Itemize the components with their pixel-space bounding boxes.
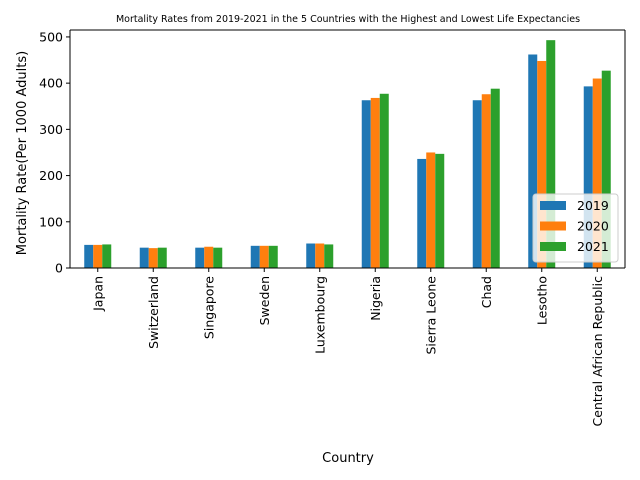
bar-2021-sierra-leone (435, 153, 445, 268)
x-tick-label: Sierra Leone (423, 276, 438, 355)
bar-2019-switzerland (139, 247, 149, 268)
x-tick-label: Sweden (257, 276, 272, 325)
legend-label-2020: 2020 (577, 219, 609, 234)
y-tick-label: 300 (39, 122, 63, 137)
bar-2020-central-african-republic (592, 78, 602, 269)
bar-2021-central-african-republic (601, 70, 611, 268)
y-tick-label: 100 (39, 214, 63, 229)
bar-2019-lesotho (528, 54, 538, 269)
x-tick-label: Switzerland (146, 276, 161, 349)
legend-swatch-2019 (540, 201, 566, 210)
bar-2021-nigeria (379, 93, 389, 269)
bars-group (84, 40, 611, 269)
legend-label-2021: 2021 (577, 239, 609, 254)
x-tick-label: Japan (90, 276, 105, 312)
x-tick-label: Luxembourg (312, 276, 327, 354)
legend: 2019 2020 2021 (532, 193, 619, 263)
legend-swatch-2021 (540, 242, 566, 251)
bar-2019-sierra-leone (417, 158, 427, 268)
bar-2021-japan (102, 244, 112, 268)
x-tick-label: Nigeria (368, 276, 383, 321)
chart-title: Mortality Rates from 2019-2021 in the 5 … (116, 14, 580, 25)
bar-2020-nigeria (370, 97, 380, 268)
x-tick-label: Singapore (201, 276, 216, 339)
x-tick-label: Lesotho (534, 276, 549, 325)
bar-2020-lesotho (537, 60, 547, 269)
bar-2020-switzerland (148, 248, 158, 268)
bar-2020-chad (481, 94, 491, 268)
bar-2021-switzerland (157, 247, 167, 268)
bar-2019-nigeria (361, 100, 371, 268)
y-tick-label: 0 (55, 261, 63, 276)
bar-2021-chad (490, 88, 500, 269)
y-axis-label: Mortality Rate(Per 1000 Adults) (15, 51, 30, 255)
bar-2021-singapore (213, 247, 223, 268)
legend-label-2019: 2019 (577, 198, 609, 213)
bar-2020-luxembourg (315, 243, 325, 268)
bar-2019-chad (472, 100, 482, 268)
bar-2020-sweden (259, 245, 269, 268)
bar-2019-sweden (250, 245, 260, 268)
x-tick-label: Central African Republic (590, 276, 605, 427)
y-tick-label: 200 (39, 168, 63, 183)
bar-2021-sweden (268, 245, 278, 268)
bar-2021-luxembourg (324, 244, 334, 268)
bar-2021-lesotho (546, 40, 556, 268)
bar-2020-japan (93, 244, 103, 268)
bar-2019-singapore (195, 247, 205, 268)
bar-2019-central-african-republic (583, 86, 593, 268)
x-tick-label: Chad (479, 276, 494, 308)
axes-group: 0 100 200 300 400 500 Japan Switzerland Singapor… (39, 29, 626, 427)
bar-2019-japan (84, 244, 94, 268)
y-tick-label: 400 (39, 76, 63, 91)
bar-2020-singapore (204, 246, 214, 268)
bar-2020-sierra-leone (426, 152, 436, 268)
y-tick-label: 500 (39, 29, 63, 44)
bar-2019-luxembourg (306, 243, 316, 268)
x-axis-label: Country (322, 451, 374, 466)
legend-swatch-2020 (540, 221, 566, 231)
